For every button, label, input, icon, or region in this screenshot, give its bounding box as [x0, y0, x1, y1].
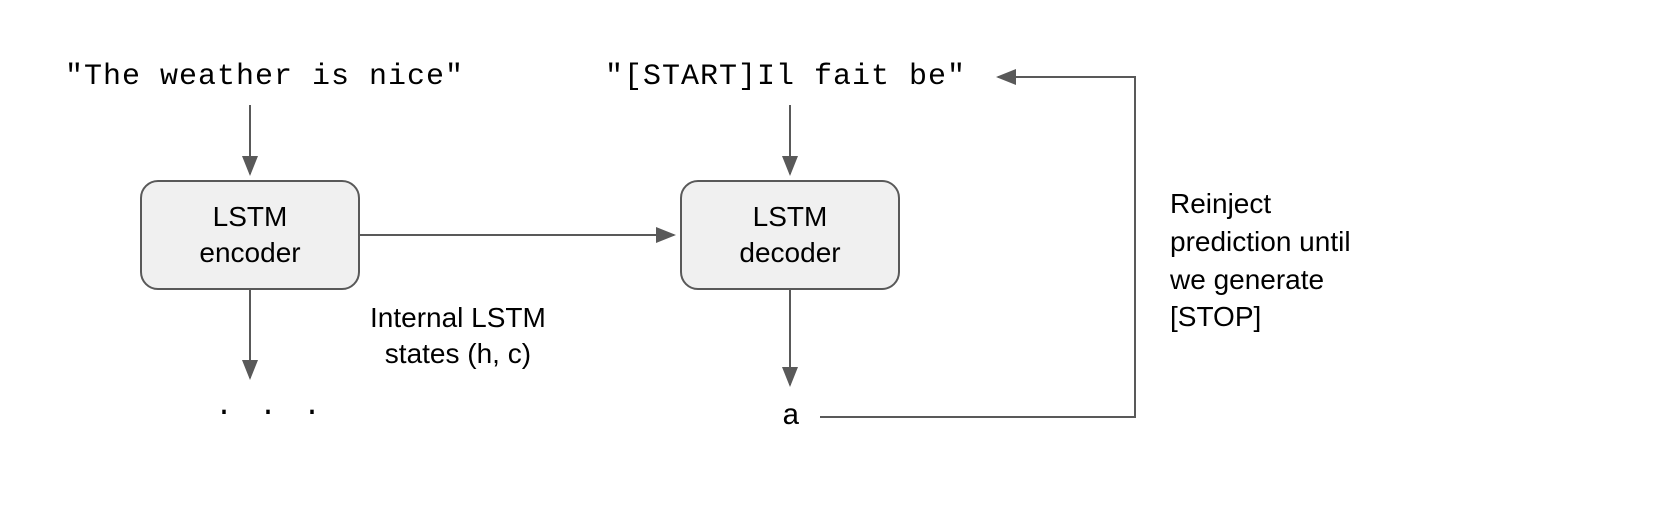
- encoder-label: LSTM encoder: [199, 199, 300, 272]
- middle-label: Internal LSTM states (h, c): [370, 300, 546, 373]
- loop-label: Reinject prediction until we generate [S…: [1170, 185, 1351, 336]
- encoder-input-text: "The weather is nice": [65, 60, 464, 94]
- encoder-node: LSTM encoder: [140, 180, 360, 290]
- decoder-node: LSTM decoder: [680, 180, 900, 290]
- encoder-output-text: . . .: [215, 390, 325, 424]
- decoder-output-text: a: [782, 400, 800, 434]
- decoder-label: LSTM decoder: [739, 199, 840, 272]
- diagram-canvas: "The weather is nice" LSTM encoder . . .…: [0, 0, 1674, 516]
- decoder-input-text: "[START]Il fait be": [605, 60, 966, 94]
